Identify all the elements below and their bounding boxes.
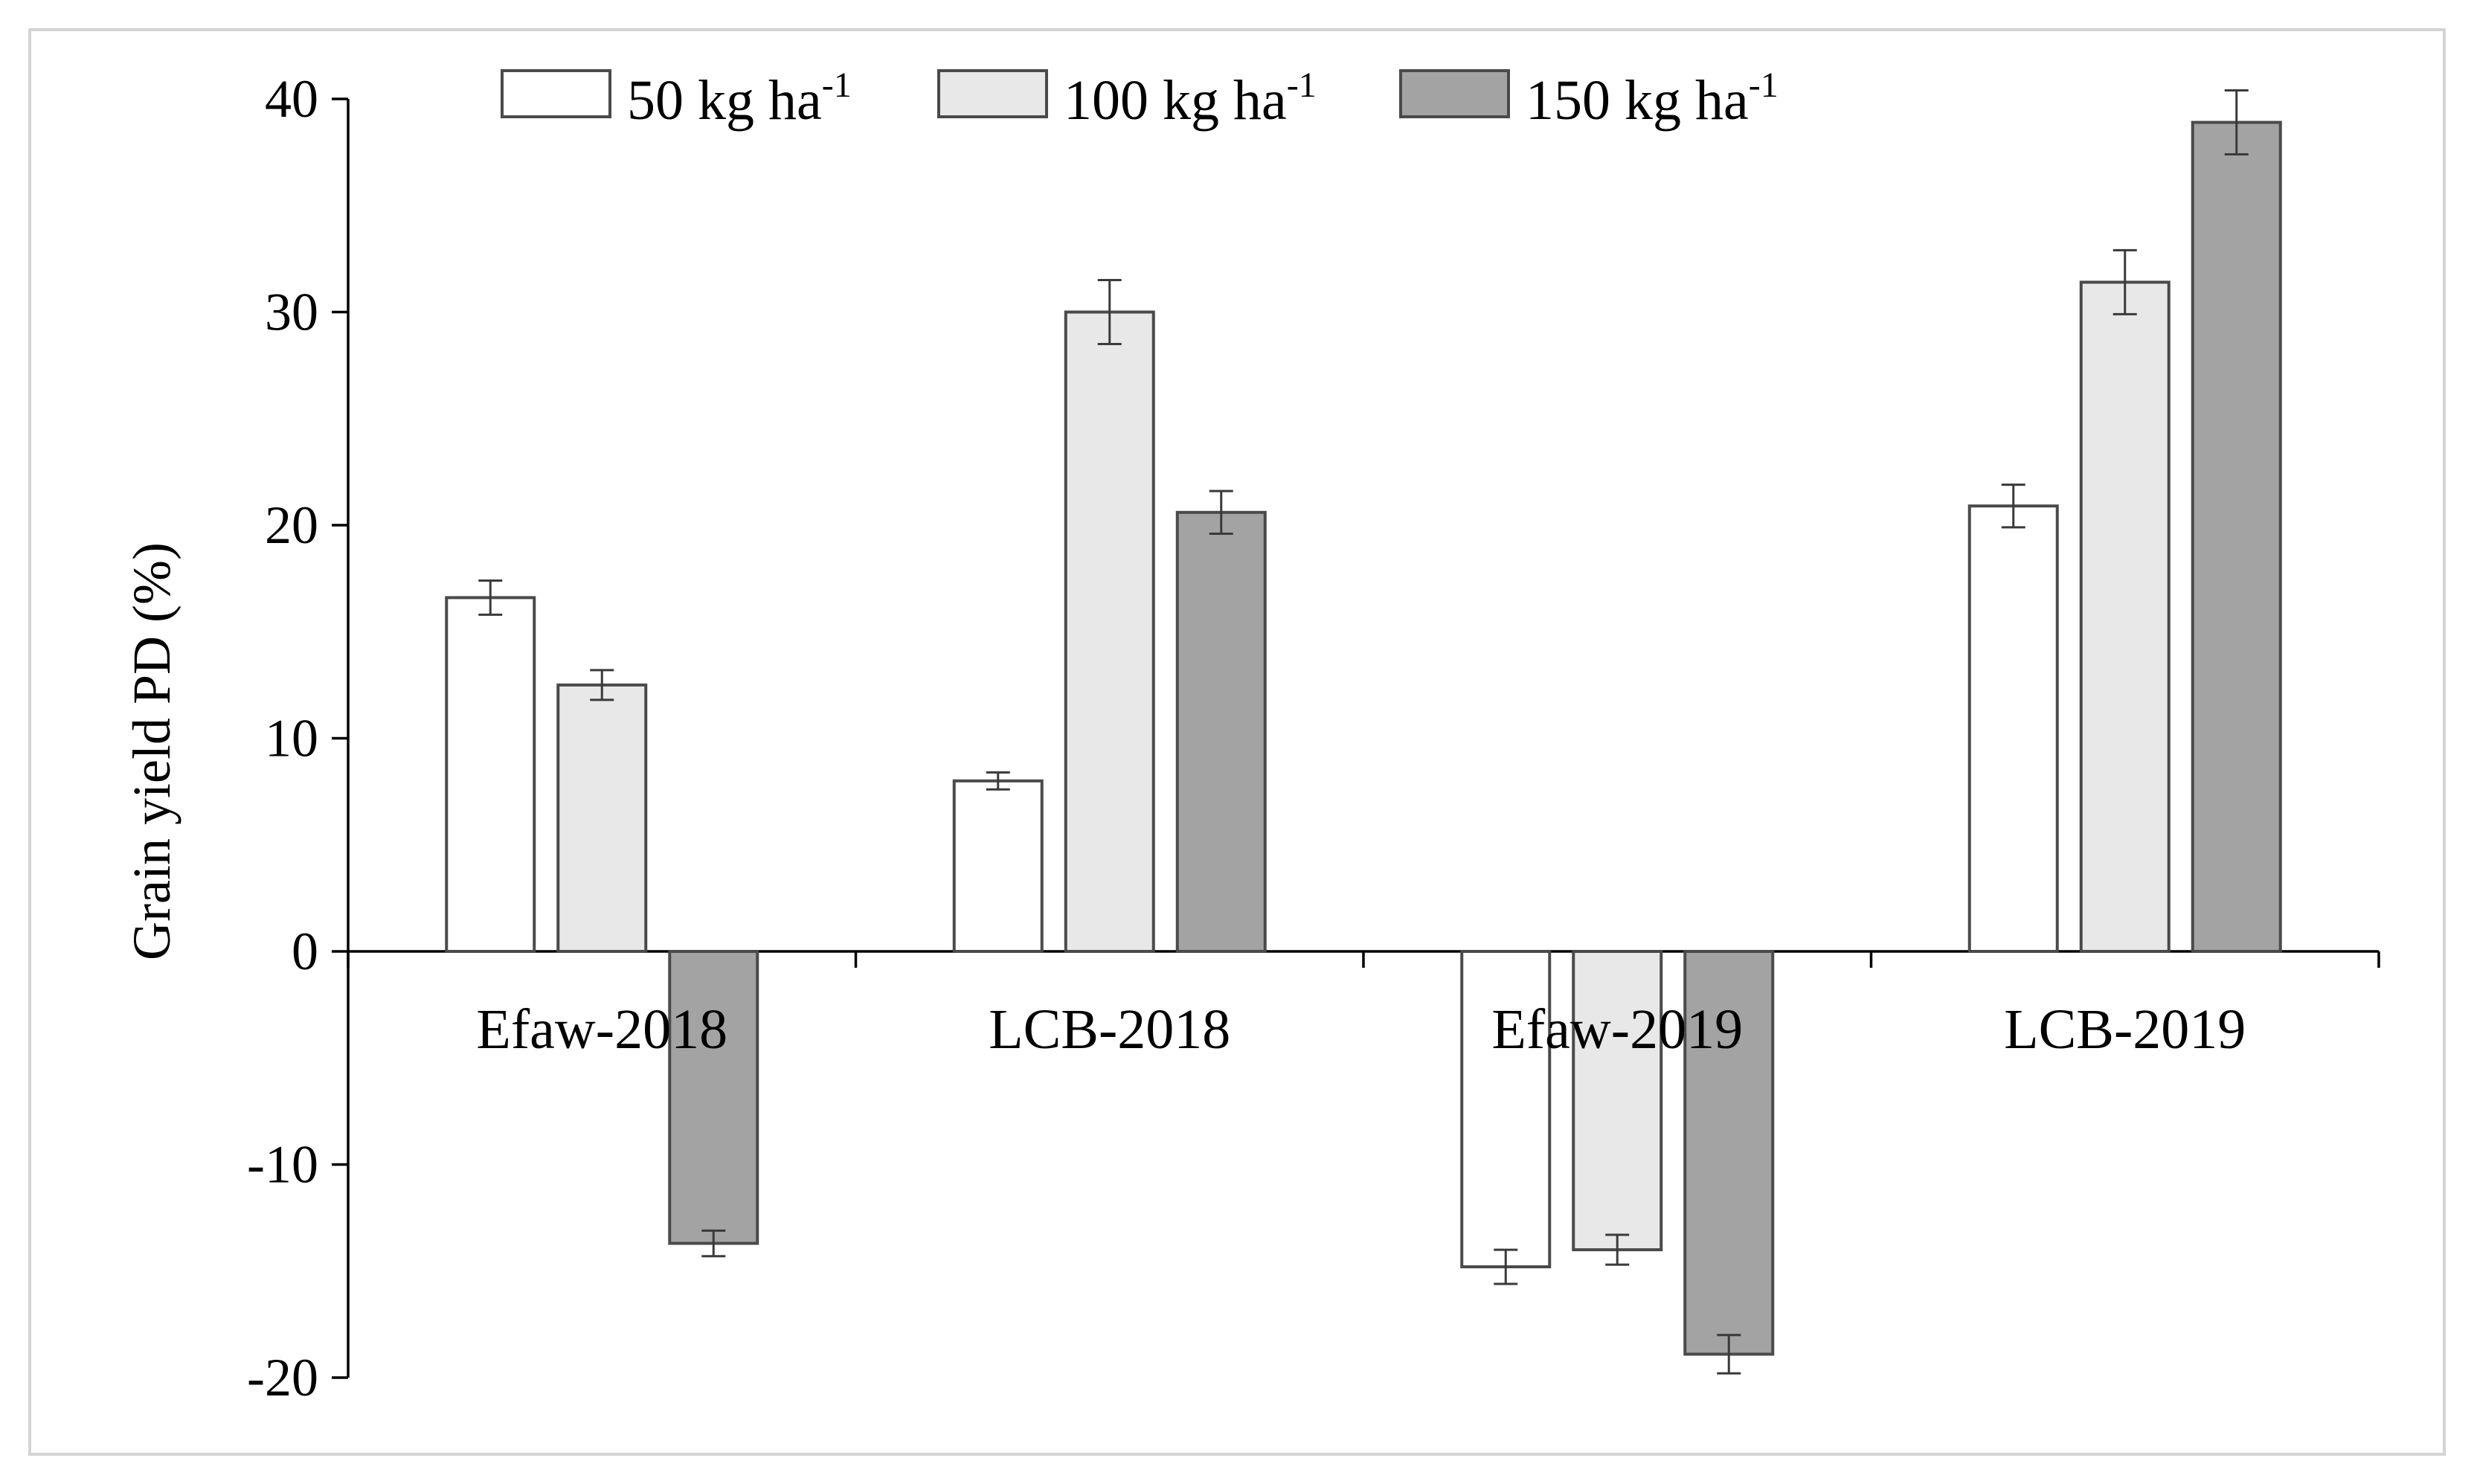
- y-tick-label: 40: [265, 69, 318, 129]
- y-tick-label: 30: [265, 283, 318, 342]
- bar-1-efaw-2019: [1460, 950, 1552, 1269]
- bar-3-lcb-2018: [1175, 510, 1267, 953]
- bar-3-efaw-2019: [1683, 950, 1775, 1356]
- bar-1-efaw-2018: [445, 596, 536, 953]
- category-label: LCB-2018: [989, 998, 1230, 1061]
- y-tick-label: 10: [265, 709, 318, 768]
- category-label: LCB-2019: [2004, 998, 2246, 1061]
- bar-2-efaw-2018: [556, 683, 648, 953]
- y-tick-label: -10: [247, 1135, 318, 1195]
- bar-2-lcb-2018: [1064, 310, 1155, 953]
- legend-label-3: 150 kg ha-1: [1526, 65, 1779, 132]
- labels-layer: 40 30 20 10 0 -10 -20 Efaw-2018 LCB-2018 Efaw-201…: [247, 69, 2246, 1407]
- error-bars-layer: [478, 89, 2249, 1375]
- category-label: Efaw-2019: [1491, 998, 1743, 1061]
- legend-label-1: 50 kg ha-1: [627, 65, 852, 132]
- bar-3-lcb-2019: [2191, 121, 2282, 953]
- bars-layer: [445, 121, 2282, 1356]
- bar-1-lcb-2018: [952, 779, 1044, 954]
- legend-swatch-3: [1399, 69, 1510, 118]
- y-tick-label: 20: [265, 495, 318, 555]
- y-axis-label: Grain yield PD (%): [122, 542, 181, 960]
- category-label: Efaw-2018: [476, 998, 727, 1061]
- legend-swatch-2: [937, 69, 1048, 118]
- bar-3-efaw-2018: [668, 950, 759, 1245]
- bar-2-lcb-2019: [2079, 280, 2171, 953]
- y-tick-label: 0: [292, 922, 318, 981]
- bar-2-efaw-2019: [1572, 950, 1663, 1252]
- bar-1-lcb-2019: [1967, 504, 2059, 953]
- y-tick-label: -20: [247, 1348, 318, 1407]
- legend-swatch-1: [501, 69, 611, 118]
- legend: 50 kg ha-1 100 kg ha-1 150 kg ha-1: [501, 65, 1779, 132]
- legend-label-2: 100 kg ha-1: [1064, 65, 1317, 132]
